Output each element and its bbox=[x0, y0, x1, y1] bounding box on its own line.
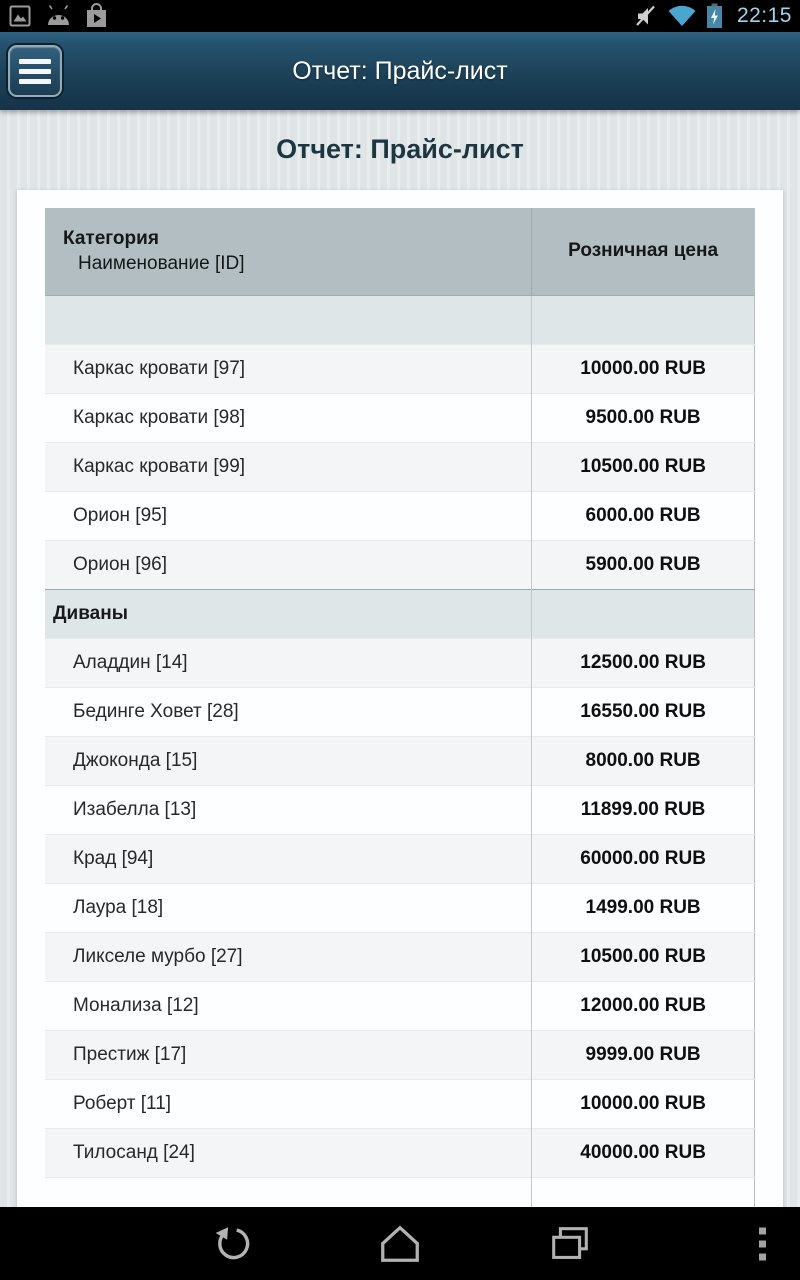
content-area[interactable]: Отчет: Прайс-лист Категория Наименование… bbox=[0, 110, 800, 1207]
screenshot-icon bbox=[9, 5, 31, 27]
table-header-row: Категория Наименование [ID] Розничная це… bbox=[45, 208, 755, 296]
action-bar-title: Отчет: Прайс-лист bbox=[292, 56, 508, 85]
row-name bbox=[45, 294, 533, 344]
table-row: Аладдин [14] 12500.00 RUB bbox=[45, 637, 755, 687]
row-price: 10500.00 RUB bbox=[531, 931, 755, 981]
column-header-category: Категория Наименование [ID] bbox=[45, 208, 533, 296]
row-price: 1499.00 RUB bbox=[531, 882, 755, 932]
wifi-icon bbox=[668, 5, 696, 26]
back-button[interactable] bbox=[206, 1220, 254, 1268]
price-table: Категория Наименование [ID] Розничная це… bbox=[45, 208, 755, 1207]
row-price: 12000.00 RUB bbox=[531, 980, 755, 1030]
row-price bbox=[531, 588, 755, 638]
table-row: Каркас кровати [99] 10500.00 RUB bbox=[45, 441, 755, 491]
row-name: Орион [96] bbox=[45, 539, 533, 589]
row-name: Аладдин [14] bbox=[45, 637, 533, 687]
table-row: Орион [95] 6000.00 RUB bbox=[45, 490, 755, 540]
column-header-price: Розничная цена bbox=[531, 208, 755, 296]
row-name: Каркас кровати [97] bbox=[45, 343, 533, 393]
recents-button[interactable] bbox=[546, 1220, 594, 1268]
row-name: Каркас кровати [99] bbox=[45, 441, 533, 491]
table-row: Бединге Ховет [28] 16550.00 RUB bbox=[45, 686, 755, 736]
table-row: Орион [96] 5900.00 RUB bbox=[45, 539, 755, 589]
table-row: Изабелла [13] 11899.00 RUB bbox=[45, 784, 755, 834]
row-name: Изабелла [13] bbox=[45, 784, 533, 834]
play-store-icon bbox=[87, 3, 106, 27]
table-row: Каркас кровати [97] 10000.00 RUB bbox=[45, 343, 755, 393]
row-name: Ликселе мурбо [27] bbox=[45, 931, 533, 981]
row-price bbox=[531, 294, 755, 344]
row-name: Монализа [12] bbox=[45, 980, 533, 1030]
row-name: Орион [95] bbox=[45, 490, 533, 540]
row-price: 11899.00 RUB bbox=[531, 784, 755, 834]
row-price: 12500.00 RUB bbox=[531, 637, 755, 687]
row-name: Лаура [18] bbox=[45, 882, 533, 932]
recents-icon bbox=[552, 1226, 588, 1259]
mute-icon bbox=[636, 5, 655, 26]
row-name: Крад [94] bbox=[45, 833, 533, 883]
navigation-bar bbox=[0, 1207, 800, 1280]
back-icon bbox=[215, 1226, 250, 1259]
overflow-menu-button[interactable] bbox=[753, 1221, 772, 1266]
table-row: Монализа [12] 12000.00 RUB bbox=[45, 980, 755, 1030]
price-table-body: Каркас кровати [97] 10000.00 RUB Каркас кр… bbox=[45, 294, 755, 1207]
hamburger-icon bbox=[19, 58, 51, 64]
row-price: 10500.00 RUB bbox=[531, 441, 755, 491]
table-row bbox=[45, 1176, 755, 1207]
home-icon bbox=[381, 1224, 419, 1262]
category-header-label: Категория bbox=[63, 227, 159, 249]
row-name bbox=[45, 1176, 533, 1207]
row-name: Бединге Ховет [28] bbox=[45, 686, 533, 736]
row-price: 9500.00 RUB bbox=[531, 392, 755, 442]
item-header-label: Наименование [ID] bbox=[78, 252, 245, 274]
table-row: Престиж [17] 9999.00 RUB bbox=[45, 1029, 755, 1079]
row-price: 16550.00 RUB bbox=[531, 686, 755, 736]
table-row: Роберт [11] 10000.00 RUB bbox=[45, 1078, 755, 1128]
row-price: 9999.00 RUB bbox=[531, 1029, 755, 1079]
category-row: Диваны bbox=[45, 588, 755, 638]
table-row: Крад [94] 60000.00 RUB bbox=[45, 833, 755, 883]
system-status-icons: 22:15 bbox=[634, 3, 792, 29]
home-button[interactable] bbox=[376, 1220, 424, 1268]
action-bar: Отчет: Прайс-лист bbox=[0, 32, 800, 110]
battery-charging-icon bbox=[706, 3, 722, 28]
table-row: Ликселе мурбо [27] 10500.00 RUB bbox=[45, 931, 755, 981]
overflow-menu-icon bbox=[759, 1227, 766, 1234]
row-name: Джоконда [15] bbox=[45, 735, 533, 785]
table-row: Джоконда [15] 8000.00 RUB bbox=[45, 735, 755, 785]
row-name: Престиж [17] bbox=[45, 1029, 533, 1079]
category-row bbox=[45, 294, 755, 344]
notification-icons bbox=[8, 3, 108, 29]
row-price: 8000.00 RUB bbox=[531, 735, 755, 785]
row-name: Каркас кровати [98] bbox=[45, 392, 533, 442]
table-row: Каркас кровати [98] 9500.00 RUB bbox=[45, 392, 755, 442]
table-row: Лаура [18] 1499.00 RUB bbox=[45, 882, 755, 932]
status-bar[interactable]: 22:15 bbox=[0, 0, 800, 32]
page-title: Отчет: Прайс-лист bbox=[276, 134, 524, 164]
menu-button[interactable] bbox=[8, 45, 62, 97]
row-name: Роберт [11] bbox=[45, 1078, 533, 1128]
row-name: Тилосанд [24] bbox=[45, 1127, 533, 1177]
table-row: Тилосанд [24] 40000.00 RUB bbox=[45, 1127, 755, 1177]
report-card: Категория Наименование [ID] Розничная це… bbox=[17, 190, 783, 1207]
row-price: 10000.00 RUB bbox=[531, 1078, 755, 1128]
row-name: Диваны bbox=[45, 588, 533, 638]
row-price: 6000.00 RUB bbox=[531, 490, 755, 540]
row-price: 5900.00 RUB bbox=[531, 539, 755, 589]
row-price: 60000.00 RUB bbox=[531, 833, 755, 883]
status-bar-clock: 22:15 bbox=[736, 4, 792, 27]
android-debug-icon bbox=[48, 5, 69, 25]
row-price bbox=[531, 1176, 755, 1207]
row-price: 40000.00 RUB bbox=[531, 1127, 755, 1177]
row-price: 10000.00 RUB bbox=[531, 343, 755, 393]
